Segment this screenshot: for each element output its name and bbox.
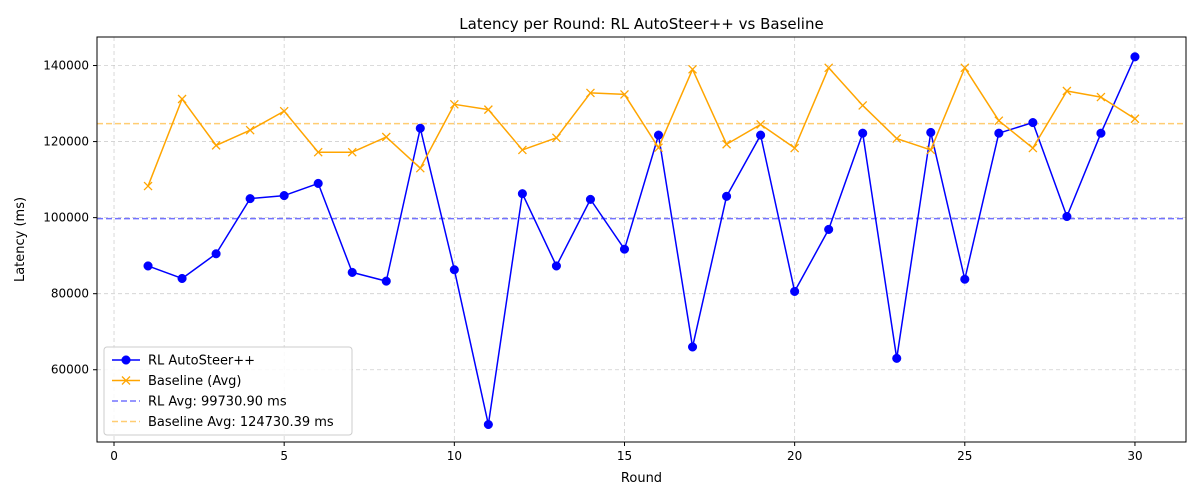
- baseline-data-point: [245, 125, 255, 135]
- x-tick-label: 15: [617, 449, 632, 463]
- legend-label-baseline: Baseline (Avg): [148, 374, 241, 389]
- rl-data-point: [619, 244, 630, 254]
- baseline-data-point: [1028, 143, 1038, 153]
- baseline-data-point: [551, 133, 561, 143]
- rl-data-point: [722, 191, 732, 201]
- baseline-data-point: [381, 132, 391, 142]
- baseline-series-line: [147, 67, 1136, 187]
- baseline-data-point: [620, 89, 629, 99]
- y-tick-label: 100000: [43, 211, 89, 225]
- y-axis-label: Latency (ms): [13, 197, 28, 282]
- rl-data-point: [756, 130, 766, 140]
- rl-data-point: [517, 189, 527, 199]
- baseline-data-point: [858, 100, 868, 110]
- y-tick-label: 80000: [51, 287, 89, 301]
- series-rl-autosteer: [143, 52, 1140, 430]
- series-layer: [143, 52, 1140, 430]
- rl-data-point: [143, 261, 153, 271]
- baseline-data-point: [926, 145, 936, 155]
- legend-box: [103, 346, 353, 436]
- rl-data-point: [347, 267, 357, 277]
- rl-data-point: [926, 127, 936, 138]
- baseline-data-point: [415, 163, 425, 173]
- legend-entry-rl-avg: RL Avg: 99730.90 ms: [112, 395, 287, 410]
- y-tick-label: 120000: [43, 135, 89, 149]
- baseline-data-point: [994, 116, 1004, 126]
- rl-data-point: [415, 123, 425, 133]
- rl-data-point: [279, 191, 289, 201]
- x-tick-label: 25: [957, 449, 972, 463]
- y-tick-label: 60000: [51, 363, 89, 377]
- x-tick-label: 10: [447, 449, 462, 463]
- legend-label-rl-autosteer: RL AutoSteer++: [148, 354, 255, 369]
- baseline-data-point: [585, 88, 595, 98]
- x-tick-label: 20: [787, 449, 802, 463]
- legend-label-rl-avg: RL Avg: 99730.90 ms: [148, 395, 287, 410]
- legend: RL AutoSteer++ Baseline (Avg) RL Avg: 99…: [103, 346, 353, 436]
- x-tick-label: 30: [1127, 449, 1142, 463]
- rl-data-point: [824, 224, 834, 234]
- rl-data-point: [211, 249, 221, 259]
- rl-data-point: [960, 274, 970, 284]
- baseline-data-point: [143, 181, 153, 191]
- rl-data-point: [245, 194, 255, 204]
- x-tick-label: 0: [110, 449, 118, 463]
- rl-data-point: [892, 353, 902, 363]
- rl-data-point: [313, 178, 323, 188]
- rl-data-point: [1028, 118, 1038, 128]
- legend-marker: [121, 355, 131, 365]
- plot-frame: [96, 36, 1187, 443]
- legend-entry-baseline-avg: Baseline Avg: 124730.39 ms: [112, 415, 334, 430]
- baseline-data-point: [654, 143, 663, 153]
- rl-data-point: [177, 273, 187, 284]
- reference-lines-layer: [97, 122, 1186, 220]
- baseline-data-point: [347, 147, 357, 157]
- rl-data-point: [449, 265, 459, 275]
- baseline-data-point: [1130, 114, 1140, 124]
- rl-series-line: [147, 56, 1136, 426]
- baseline-data-point: [1062, 86, 1072, 96]
- legend-label-baseline-avg: Baseline Avg: 124730.39 ms: [148, 415, 334, 430]
- baseline-data-point: [756, 120, 766, 129]
- rl-data-point: [1096, 128, 1106, 138]
- baseline-data-point: [688, 64, 698, 74]
- baseline-data-point: [449, 99, 459, 109]
- x-tick-label: 5: [280, 449, 288, 463]
- baseline-data-point: [313, 147, 323, 157]
- rl-data-point: [790, 286, 800, 296]
- rl-data-point: [687, 342, 698, 352]
- legend-entry-baseline: Baseline (Avg): [112, 374, 241, 389]
- rl-data-point: [483, 419, 493, 430]
- baseline-data-point: [279, 106, 289, 116]
- baseline-data-point: [483, 105, 493, 115]
- rl-data-point: [858, 128, 868, 138]
- series-baseline: [143, 63, 1140, 191]
- ticks-layer: 0 5 10 15 20 25 30 60000 80000 100000 120000 140000: [43, 59, 1142, 463]
- rl-data-point: [653, 130, 664, 140]
- baseline-data-point: [177, 94, 187, 104]
- rl-data-point: [585, 194, 596, 204]
- baseline-data-point: [892, 134, 902, 143]
- y-tick-label: 140000: [43, 59, 89, 73]
- rl-data-point: [381, 276, 391, 286]
- rl-data-point: [994, 128, 1004, 138]
- baseline-data-point: [790, 143, 800, 153]
- legend-marker: [121, 376, 131, 385]
- baseline-data-point: [211, 140, 221, 150]
- rl-data-point: [1062, 211, 1072, 222]
- baseline-data-point: [722, 139, 732, 149]
- x-axis-label: Round: [621, 471, 662, 486]
- baseline-data-point: [960, 63, 970, 73]
- baseline-data-point: [824, 63, 834, 73]
- rl-data-point: [551, 261, 561, 271]
- chart-title: Latency per Round: RL AutoSteer++ vs Bas…: [459, 15, 823, 33]
- rl-data-point: [1130, 52, 1140, 62]
- legend-entry-rl-autosteer: RL AutoSteer++: [112, 354, 255, 369]
- baseline-data-point: [1096, 92, 1106, 102]
- baseline-data-point: [517, 145, 527, 155]
